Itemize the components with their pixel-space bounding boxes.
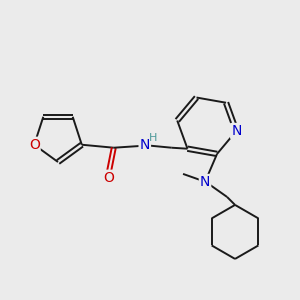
Text: O: O — [103, 171, 114, 185]
Text: O: O — [29, 138, 40, 152]
Text: N: N — [140, 138, 150, 152]
Text: H: H — [148, 133, 157, 143]
Text: N: N — [231, 124, 242, 138]
Text: N: N — [200, 175, 210, 189]
